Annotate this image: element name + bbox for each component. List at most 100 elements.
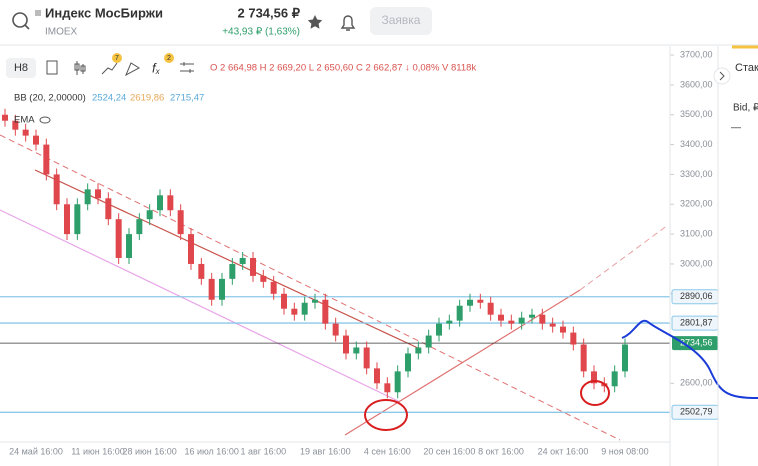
indicator-legend: BB (20, 2,00000) 2524,24 2619,86 2715,47…: [14, 93, 204, 126]
candle-body: [322, 299, 329, 324]
candle-body: [301, 302, 308, 315]
candle-body: [74, 204, 81, 235]
bb-value: 2619,86: [130, 93, 164, 104]
candle-body: [188, 234, 194, 264]
x-tick-label: 24 май 16:00: [9, 446, 63, 456]
shape-icon[interactable]: [124, 62, 140, 77]
x-tick-label: 4 сен 16:00: [364, 446, 411, 456]
badge-count: 2: [167, 55, 171, 62]
trend-line-dashed: [579, 224, 669, 291]
collapse-button[interactable]: [713, 67, 731, 85]
candle-body: [332, 323, 339, 336]
candle-body: [580, 344, 587, 372]
drawing-icon[interactable]: [101, 62, 118, 75]
badge-count: 7: [115, 55, 119, 62]
candle-body: [446, 320, 453, 324]
drawings: [0, 134, 669, 441]
bb-value: 2524,24: [92, 93, 126, 104]
level-label: 2801,87: [680, 317, 713, 327]
candle-body: [570, 332, 577, 345]
current-price-label: 2734,56: [680, 338, 713, 348]
chevron: [719, 71, 725, 81]
candle-body: [611, 371, 618, 387]
search-icon[interactable]: [12, 12, 28, 28]
candle-body: [33, 135, 39, 145]
highlight-circle: [364, 399, 408, 431]
x-tick-label: 24 окт 16:00: [538, 446, 589, 456]
candle-body: [2, 114, 8, 121]
order-button-label: Заявка: [382, 13, 421, 27]
x-tick-label: 1 авг 16:00: [241, 446, 287, 456]
candle-body: [239, 257, 246, 264]
candle-body: [529, 314, 535, 318]
alert-bell[interactable]: [340, 15, 356, 31]
candle-body: [95, 189, 101, 199]
settings-icon[interactable]: [180, 62, 194, 73]
candle-body: [198, 263, 205, 279]
candle-body: [394, 371, 401, 393]
candle-body: [291, 308, 298, 315]
candle-body: [22, 129, 29, 136]
candle-body: [53, 174, 60, 205]
search-icon-handle: [24, 24, 30, 30]
candle-body: [456, 305, 463, 321]
candle-body: [167, 195, 174, 211]
candle-body: [219, 278, 225, 300]
header: Индекс МосБиржи IMOEX 2 734,56 ₽ +43,93 …: [0, 5, 758, 46]
y-tick-label: 3400,00: [680, 139, 713, 149]
candle-body: [208, 278, 215, 300]
candle-body: [549, 323, 556, 327]
interval-label: H8: [14, 62, 28, 74]
interval-button[interactable]: [6, 58, 36, 78]
price: 2 734,56 ₽: [238, 5, 301, 20]
candle-body: [115, 219, 122, 258]
panel-tab[interactable]: Стак: [735, 62, 758, 74]
candle-body: [84, 189, 91, 205]
level-label: 2890,06: [680, 291, 713, 301]
candle-body: [467, 299, 473, 306]
x-tick-label: 19 авг 16:00: [300, 446, 351, 456]
instrument-title: Индекс МосБиржи: [45, 5, 163, 20]
candle-body: [498, 314, 504, 321]
y-tick-label: 3200,00: [680, 199, 713, 209]
trend-line: [0, 209, 401, 403]
candle-body: [384, 383, 391, 393]
order-button[interactable]: [370, 7, 432, 35]
candle-body: [374, 368, 380, 384]
y-tick-label: 3600,00: [680, 79, 713, 89]
candle-body: [229, 263, 236, 279]
candle-body: [539, 314, 546, 324]
candle-body: [270, 281, 277, 294]
candle-body: [425, 335, 432, 348]
candle-body: [363, 347, 370, 369]
ticker: IMOEX: [45, 27, 78, 38]
candle-body: [105, 198, 112, 220]
candle-body: [146, 210, 153, 220]
candle-body: [43, 144, 50, 175]
y-tick-label: 3300,00: [680, 169, 713, 179]
visibility-icon[interactable]: [39, 116, 51, 124]
bid-label: Bid, ₽: [733, 103, 758, 114]
chart-type-icon[interactable]: [46, 60, 58, 75]
x-tick-label: 28 июн 16:00: [123, 446, 177, 456]
annotations: [364, 319, 758, 431]
favorite-star[interactable]: [307, 15, 323, 29]
x-tick-label: 8 окт 16:00: [478, 446, 524, 456]
badge: [164, 53, 174, 63]
candle-body: [591, 371, 597, 384]
candle-body: [177, 210, 184, 235]
bid-value: —: [731, 123, 741, 134]
level-label: 2502,79: [680, 407, 713, 417]
candle-body: [157, 195, 163, 211]
functions-icon[interactable]: fx: [152, 60, 161, 76]
candles-icon[interactable]: [74, 61, 86, 75]
candle-body: [250, 257, 256, 276]
ohlc-readout: O 2 664,98 H 2 669,20 L 2 650,60 C 2 662…: [210, 63, 476, 74]
candle-body: [136, 219, 143, 235]
candle-body: [487, 302, 494, 315]
candle-body: [126, 234, 132, 258]
y-tick-label: 3000,00: [680, 258, 713, 268]
y-tick-label: 3700,00: [680, 49, 713, 59]
